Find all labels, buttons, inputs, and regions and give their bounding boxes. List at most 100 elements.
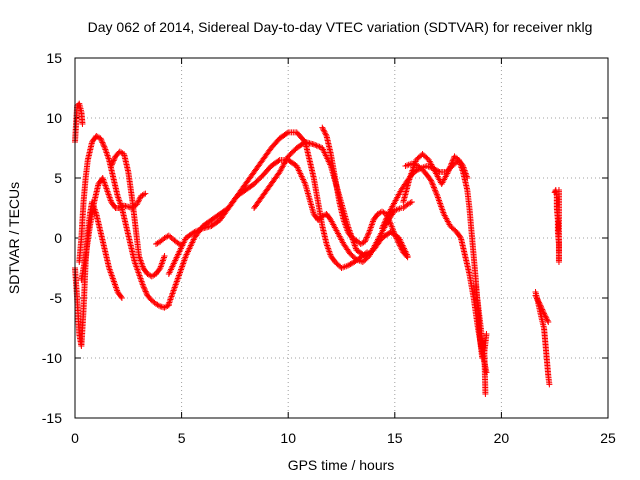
data-point	[383, 215, 390, 222]
data-point	[108, 271, 115, 277]
data-point	[181, 257, 188, 264]
data-point	[140, 283, 147, 289]
data-point	[379, 223, 386, 230]
data-point	[169, 290, 176, 297]
data-point	[533, 294, 540, 300]
data-point	[324, 242, 331, 249]
chart-title: Day 062 of 2014, Sidereal Day-to-day VTE…	[88, 19, 593, 35]
data-point	[555, 187, 562, 193]
data-point	[398, 245, 405, 252]
series-N	[402, 160, 490, 376]
data-point	[198, 226, 205, 232]
data-point	[170, 289, 177, 295]
data-point	[386, 219, 393, 226]
data-point	[133, 201, 140, 208]
data-point	[539, 306, 546, 313]
data-point	[533, 295, 540, 302]
data-point	[438, 205, 445, 211]
data-point	[482, 391, 489, 397]
data-point	[118, 295, 125, 301]
data-point	[132, 260, 139, 267]
data-point	[543, 314, 550, 321]
data-point	[79, 121, 86, 127]
y-tick-label: -10	[42, 350, 62, 366]
data-point	[432, 187, 439, 194]
data-point	[106, 194, 113, 201]
data-point	[98, 138, 105, 145]
data-point	[409, 167, 416, 174]
data-point	[116, 197, 123, 204]
data-point	[433, 190, 440, 197]
data-point	[105, 154, 112, 160]
data-point	[136, 254, 143, 261]
data-point	[160, 256, 167, 262]
data-point	[449, 159, 456, 166]
data-point	[397, 243, 404, 250]
data-point	[437, 200, 444, 207]
data-point	[438, 203, 445, 210]
x-tick-label: 10	[280, 430, 296, 446]
data-point	[364, 231, 371, 238]
data-point	[105, 190, 112, 196]
data-point	[190, 229, 197, 236]
data-point	[111, 156, 118, 163]
data-point	[135, 269, 142, 276]
y-tick-label: -5	[50, 290, 63, 306]
series-B	[72, 100, 86, 145]
data-point	[101, 143, 108, 150]
series-K	[319, 124, 411, 261]
data-point	[175, 272, 182, 279]
data-point	[483, 331, 490, 337]
data-point	[180, 260, 187, 267]
data-point	[408, 199, 415, 205]
series-F	[135, 253, 168, 280]
data-point	[315, 143, 322, 150]
series-E	[108, 148, 142, 259]
y-tick-label: -15	[42, 410, 62, 426]
data-point	[197, 226, 204, 233]
data-point	[108, 161, 115, 168]
data-point	[379, 225, 386, 232]
data-point	[175, 274, 182, 280]
data-point	[363, 234, 370, 241]
series-P	[400, 199, 415, 211]
data-points	[72, 100, 562, 397]
data-point	[457, 233, 464, 240]
y-tick-label: 5	[54, 170, 62, 186]
data-point	[407, 199, 414, 206]
data-point	[159, 257, 166, 264]
data-point	[174, 275, 181, 282]
data-point	[430, 184, 437, 191]
data-point	[543, 316, 550, 323]
data-point	[544, 317, 551, 324]
data-point	[167, 295, 174, 301]
data-point	[108, 272, 115, 279]
data-point	[445, 169, 452, 175]
data-point	[448, 161, 455, 168]
y-tick-labels: -15 -10 -5 0 5 10 15	[42, 50, 62, 426]
data-point	[135, 198, 142, 205]
data-point	[167, 296, 174, 303]
data-point	[106, 193, 113, 199]
data-point	[159, 259, 166, 265]
x-tick-label: 15	[387, 430, 403, 446]
data-point	[448, 160, 455, 167]
data-point	[405, 161, 412, 168]
data-point	[191, 229, 198, 235]
data-point	[195, 227, 202, 234]
data-point	[100, 140, 107, 147]
series-I	[165, 157, 405, 277]
series-O	[472, 283, 489, 397]
x-tick-label: 0	[71, 430, 79, 446]
data-point	[344, 262, 351, 269]
data-point	[104, 188, 111, 195]
data-point	[534, 296, 541, 303]
data-point	[177, 269, 184, 276]
data-point	[154, 240, 161, 247]
series-D	[78, 175, 149, 283]
data-point	[325, 247, 332, 253]
data-point	[173, 278, 180, 285]
data-point	[111, 280, 118, 286]
data-point	[368, 223, 375, 229]
data-point	[170, 287, 177, 294]
